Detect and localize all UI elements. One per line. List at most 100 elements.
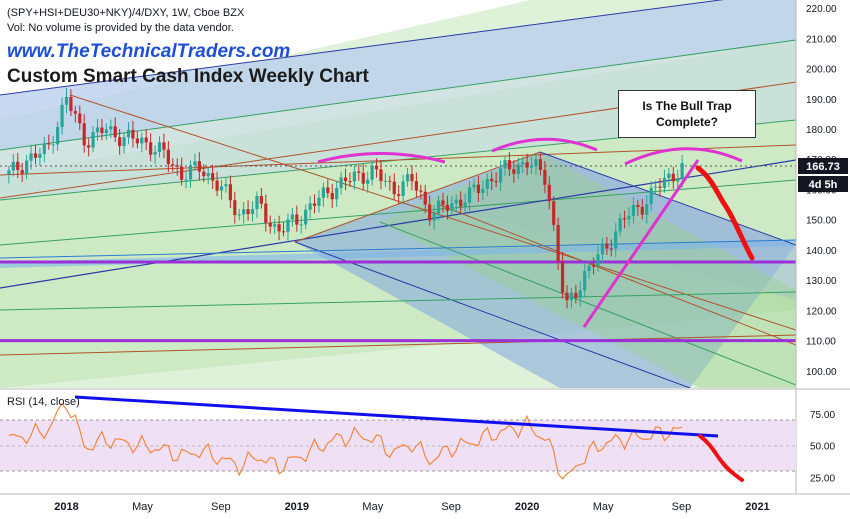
candle-body [149,142,153,155]
time-axis: 2018 May Sep 2019 May Sep 2020 May Sep 2021 [54,501,769,513]
candle-body [87,145,91,148]
candle-body [321,187,325,198]
price-tick: 210.00 [806,34,837,45]
candle-body [405,174,410,182]
rsi-forecast [698,434,744,482]
candle-body [206,173,210,177]
price-tick: 220.00 [806,4,837,15]
candle-body [259,195,263,204]
time-tick: 2019 [285,501,309,513]
candle-body [640,206,644,215]
candle-body [574,292,578,298]
time-tick: Sep [441,501,461,513]
time-tick: 2018 [54,501,78,513]
price-tick: 180.00 [806,125,837,136]
candle-body [534,159,538,166]
candle-body [312,203,317,206]
candle-body [211,173,215,181]
candle-body [184,179,188,181]
candle-body [215,180,219,191]
candle-body [78,113,82,124]
price-tag-value: 166.73 [806,161,840,173]
candle-body [569,292,574,301]
rally-trendline [582,159,700,328]
candle-body [47,143,51,145]
candle-body [268,222,272,227]
candle-body [242,209,246,215]
candle-body [25,160,29,174]
candle-body [529,165,534,168]
candle-body [494,181,498,183]
candles [7,87,684,309]
rsi-label: RSI (14, close) [7,396,80,408]
candle-body [339,177,343,189]
time-tick: May [132,501,153,513]
candle-body [126,129,131,138]
candle-body [237,214,241,216]
price-tag: 166.73 4d 5h [798,158,848,192]
candle-body [600,243,605,255]
callout-box: Is The Bull Trap Complete? [618,90,756,138]
candle-body [180,166,184,180]
candle-body [428,204,432,221]
rsi-line [8,402,683,480]
candle-body [73,111,77,114]
candle-body [295,214,299,225]
candle-body [11,161,15,171]
candle-body [516,164,520,174]
candle-body [16,161,20,170]
candle-body [596,254,600,267]
time-tick: May [593,501,614,513]
rsi-tick: 50.00 [810,442,835,453]
candle-body [224,184,228,187]
candle-body [95,127,100,132]
candle-body [680,163,684,179]
candle-body [171,164,175,166]
candle-body [591,265,596,267]
candle-body [645,204,649,215]
candle-body [69,96,73,112]
candle-body [277,224,281,232]
candle-body [330,192,334,200]
price-tick: 110.00 [806,337,836,348]
candle-body [281,231,286,233]
candle-body [352,171,356,182]
candle-body [348,181,352,183]
candle-body [38,153,42,158]
candle-body [512,169,516,174]
candle-body [627,215,631,220]
candle-body [202,171,206,177]
candle-body [366,179,370,184]
rsi-tick: 75.00 [810,410,835,421]
price-tick: 150.00 [806,216,837,227]
candle-body [521,162,525,165]
candle-body [565,292,569,301]
candle-body [459,199,463,207]
candle-body [104,129,108,133]
candle-body [392,181,396,195]
time-tick: May [362,501,383,513]
price-tick: 200.00 [806,65,837,76]
arc-head [491,137,598,153]
candle-body [671,173,675,182]
candle-body [476,184,481,193]
candle-body [436,200,441,214]
candle-body [29,153,33,161]
candle-body [454,199,458,204]
candle-body [361,172,365,184]
candle-body [370,165,374,180]
candle-body [273,224,277,227]
candle-body [614,231,618,249]
candle-body [20,169,24,174]
candle-body [631,204,636,216]
candle-body [335,188,339,200]
candle-body [388,180,392,182]
support-lines [0,260,796,343]
candle-body [432,213,436,221]
price-tick: 120.00 [806,306,837,317]
price-pane [0,0,796,388]
candle-body [662,178,667,188]
candle-body [414,181,419,191]
price-tick: 130.00 [806,276,837,287]
